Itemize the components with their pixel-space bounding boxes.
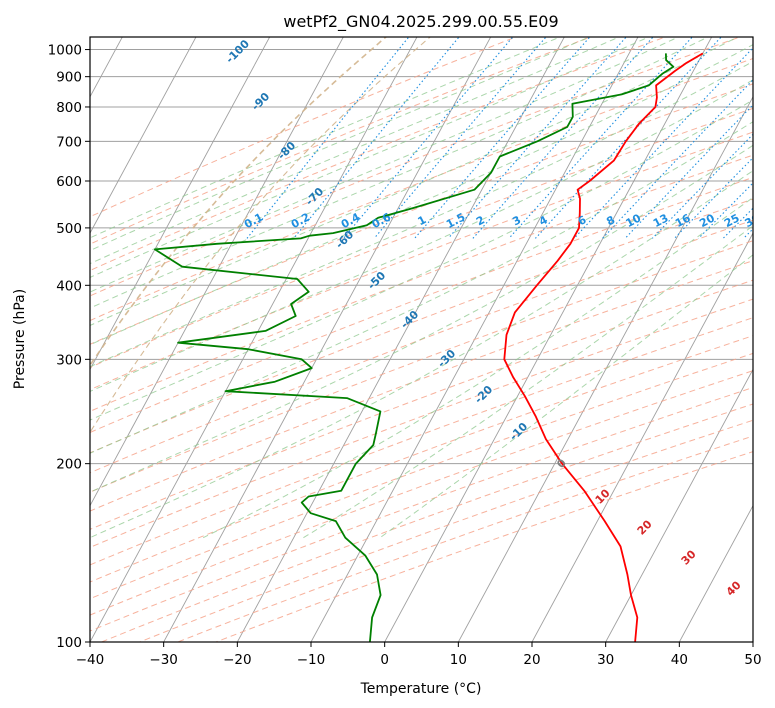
mixing-ratio-line — [573, 47, 753, 239]
isotherm-line — [90, 37, 197, 235]
y-tick-label: 200 — [56, 457, 82, 473]
dry-adiabat-line — [90, 83, 753, 345]
isotherm-line — [531, 232, 753, 642]
y-tick-label: 700 — [56, 134, 82, 150]
y-tick-label: 400 — [56, 278, 82, 294]
dry-adiabat-line — [90, 131, 753, 391]
mixing-ratio-label: 10 — [624, 211, 644, 230]
dry-adiabat-line — [90, 240, 753, 493]
axis-ticks: −40 −30 −20 −10 0 10 20 30 40 50 100 200 300 400 500 60… — [48, 43, 762, 668]
mixing-ratio-line — [602, 79, 753, 239]
isotherm-line — [605, 368, 753, 642]
moist-adiabat-line — [90, 37, 621, 265]
moist-adiabat-line — [90, 37, 710, 309]
dry-adiabat-line — [90, 37, 742, 297]
y-tick-label: 1000 — [48, 43, 82, 59]
theta-e-line — [90, 37, 432, 434]
mixing-ratio-label: 20 — [697, 211, 717, 230]
dry-adiabat-line — [90, 219, 753, 474]
dry-adiabat-line — [90, 154, 753, 412]
mixing-ratio-line — [343, 37, 514, 239]
moist-adiabat-line — [90, 170, 753, 539]
dry-adiabat-line — [90, 370, 753, 616]
dry-adiabat-line — [90, 176, 753, 434]
isotherm-line — [678, 504, 753, 642]
y-tick-label: 100 — [56, 635, 82, 651]
mixing-ratio-line — [293, 37, 460, 239]
moist-adiabat-line — [90, 37, 739, 327]
moist-adiabat-line — [90, 144, 753, 493]
isotherm-line — [384, 37, 713, 642]
mixing-ratio-line — [373, 37, 547, 239]
mixing-ratio-line — [414, 37, 591, 239]
x-tick-label: 0 — [380, 652, 389, 668]
x-axis-label: Temperature (°C) — [360, 681, 482, 697]
dry-adiabat-line — [90, 107, 753, 368]
x-tick-label: 50 — [744, 652, 761, 668]
dry-adiabat-line — [90, 37, 518, 218]
isotherm-line — [90, 37, 418, 642]
plot-frame — [89, 36, 754, 643]
mixing-ratio-line — [674, 157, 753, 239]
isotherm-line — [236, 37, 565, 642]
mixing-ratio-label: 30 — [743, 211, 763, 230]
mixing-ratio-line — [447, 37, 627, 239]
moist-adiabat-line — [202, 197, 753, 539]
y-tick-label: 300 — [56, 352, 82, 368]
temperature-line — [503, 52, 704, 642]
x-tick-label: −30 — [149, 652, 178, 668]
moist-adiabat-line — [90, 37, 562, 239]
x-tick-label: −40 — [76, 652, 105, 668]
dry-adiabat-line — [90, 279, 753, 530]
mixing-ratio-line — [246, 37, 410, 239]
y-axis-label: Pressure (hPa) — [12, 289, 28, 389]
x-tick-label: 10 — [450, 652, 467, 668]
x-tick-label: −20 — [223, 652, 252, 668]
y-tick-label: 900 — [56, 70, 82, 86]
moist-adiabat-line — [90, 37, 591, 252]
x-tick-label: 40 — [671, 652, 688, 668]
dry-adiabat-line — [90, 317, 753, 566]
moist-adiabat-line — [90, 44, 753, 346]
mixing-ratio-label: 25 — [722, 211, 742, 230]
chart-title: wetPf2_GN04.2025.299.00.55.E09 — [283, 12, 558, 32]
moist-adiabat-line — [90, 60, 753, 368]
mixing-ratio-label: 13 — [651, 211, 671, 230]
moist-adiabat-line — [90, 37, 680, 293]
background-lines — [90, 37, 753, 642]
y-tick-label: 600 — [56, 174, 82, 190]
isotherm-line — [90, 37, 344, 507]
isotherm-line — [163, 37, 492, 642]
dry-adiabat-line — [90, 57, 753, 322]
mixing-ratio-label: 16 — [673, 211, 693, 230]
mixing-ratio-line — [472, 37, 654, 239]
mixing-ratio-line — [508, 37, 694, 239]
dewpoint-line — [154, 53, 675, 642]
x-tick-label: −10 — [297, 652, 326, 668]
moist-adiabat-line — [90, 79, 753, 392]
moist-adiabat-line — [303, 225, 753, 539]
dry-adiabat-line — [90, 335, 753, 583]
profile-lines — [154, 52, 704, 642]
y-tick-label: 500 — [56, 221, 82, 237]
theta-e-line — [90, 37, 388, 367]
y-tick-label: 800 — [56, 100, 82, 116]
x-tick-label: 20 — [523, 652, 540, 668]
x-tick-label: 30 — [597, 652, 614, 668]
